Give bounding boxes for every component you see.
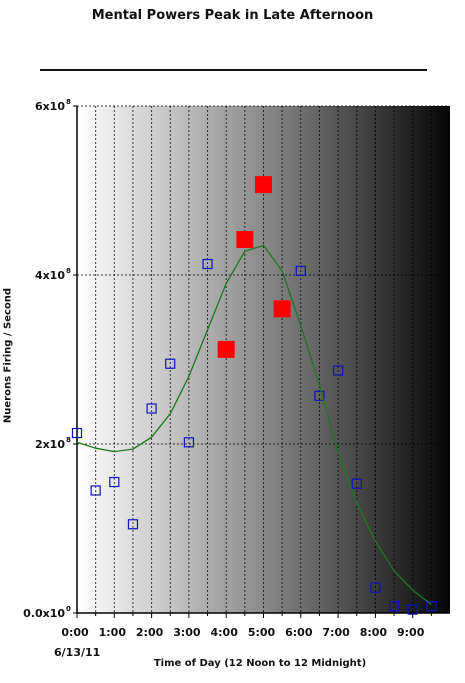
x-tick-label: 2:00 <box>136 626 164 639</box>
data-point-hollow <box>426 601 437 612</box>
title-rule <box>40 69 427 71</box>
x-tick-label: 7:00 <box>322 626 350 639</box>
x-tick-label: 4:00 <box>211 626 239 639</box>
x-tick-label: 3:00 <box>173 626 201 639</box>
y-tick-label: 6x10 <box>35 100 65 113</box>
chart-title: Mental Powers Peak in Late Afternoon <box>91 8 374 23</box>
y-tick-exponent: 8 <box>66 267 71 275</box>
y-tick-label: 2x10 <box>35 438 65 451</box>
data-point-hollow <box>314 390 325 401</box>
x-tick-label: 6:00 <box>285 626 313 639</box>
x-tick-label: 5:00 <box>248 626 276 639</box>
data-point-filled <box>236 231 254 249</box>
x-axis-label: Time of Day (12 Noon to 12 Midnight) <box>153 658 367 669</box>
data-point-hollow <box>71 427 83 439</box>
x-axis-date-label: 6/13/11 <box>54 646 101 659</box>
data-point-hollow <box>388 601 400 612</box>
data-point-filled <box>273 300 291 318</box>
x-tick-label: 8:00 <box>360 626 388 639</box>
y-tick-exponent: 8 <box>66 98 71 106</box>
data-point-hollow <box>295 265 306 276</box>
x-tick-label: 1:00 <box>99 626 127 639</box>
data-point-hollow <box>90 485 101 496</box>
x-tick-label: 9:00 <box>397 626 425 639</box>
data-point-hollow <box>351 478 362 489</box>
data-point-filled <box>255 176 272 194</box>
data-point-hollow <box>183 437 194 448</box>
x-tick-label: 0:00 <box>61 626 89 639</box>
data-point-hollow <box>407 604 418 615</box>
data-point-hollow <box>202 258 213 270</box>
data-point-hollow <box>165 358 176 369</box>
data-point-hollow <box>333 365 344 376</box>
trend-line <box>76 244 432 606</box>
y-tick-exponent: 8 <box>66 436 71 444</box>
data-point-hollow <box>146 403 157 414</box>
y-tick-label: 0.0x10 <box>23 607 65 620</box>
data-point-hollow <box>109 476 120 488</box>
y-tick-exponent: 0 <box>66 605 71 613</box>
data-point-filled <box>217 340 235 358</box>
data-point-hollow <box>370 582 381 593</box>
y-tick-label: 4x10 <box>35 269 65 282</box>
data-point-hollow <box>127 519 139 530</box>
